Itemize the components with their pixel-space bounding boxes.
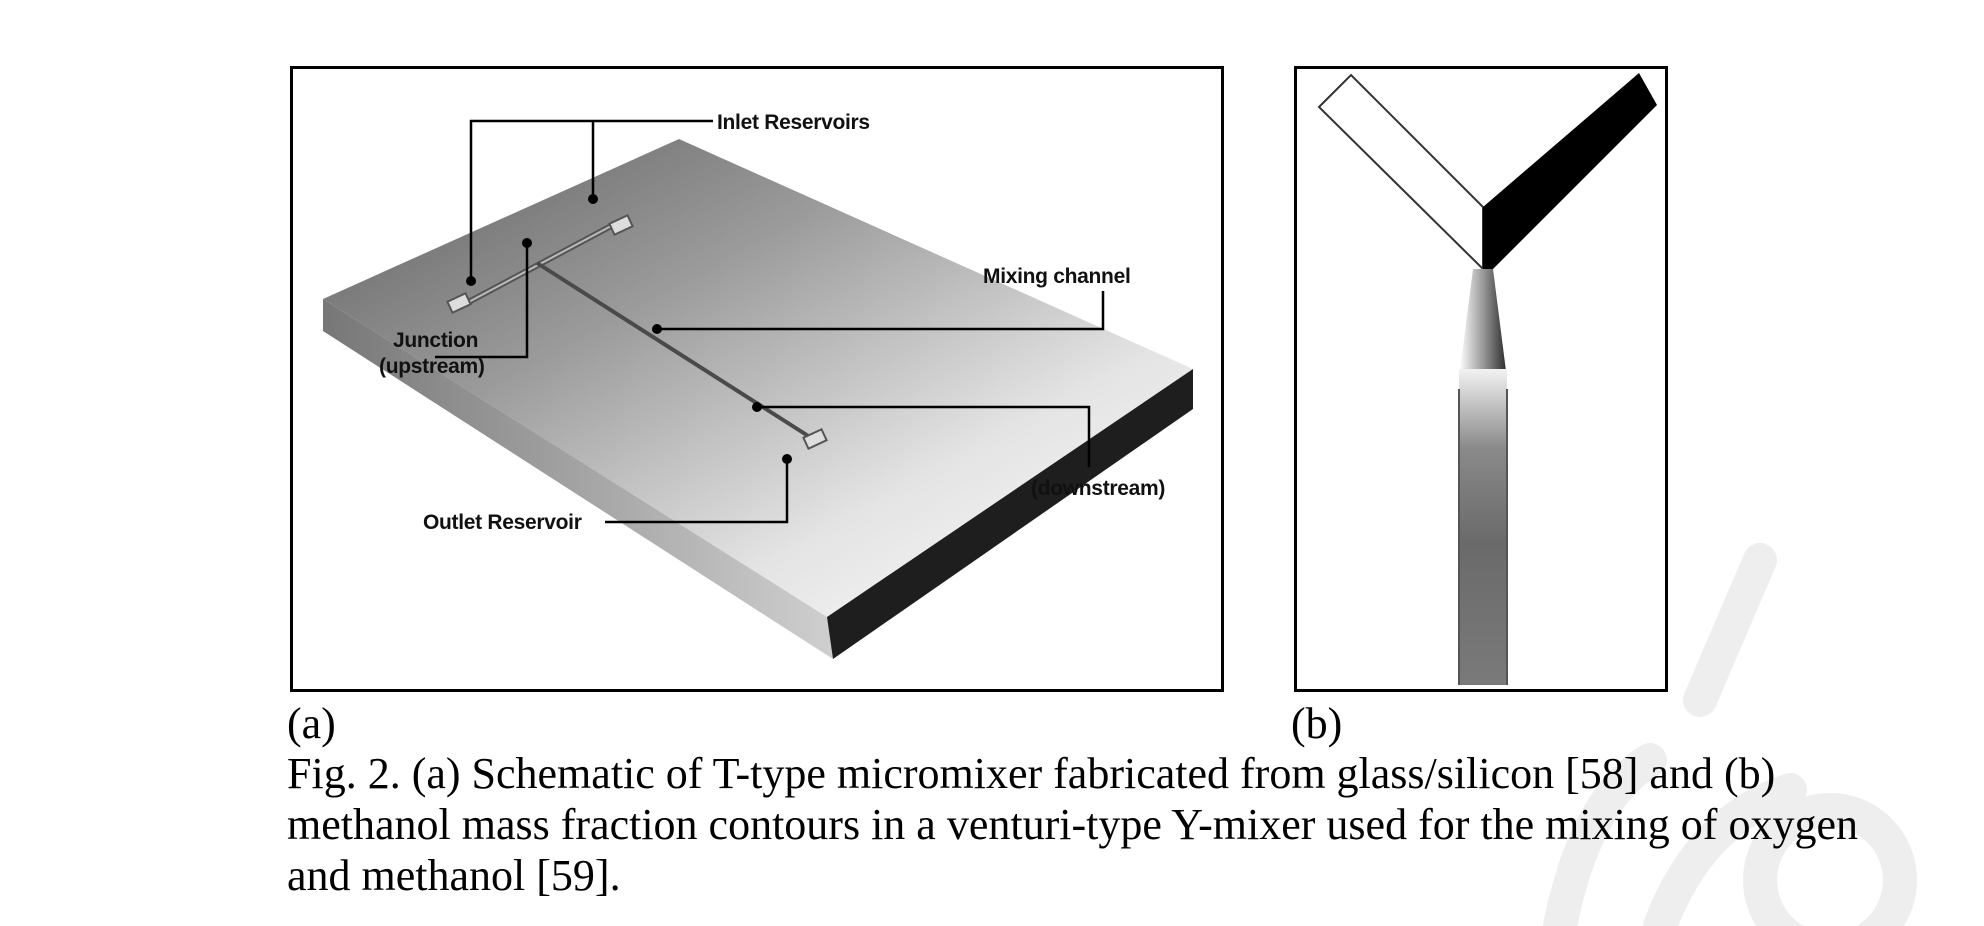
slab-side-face (827, 369, 1193, 659)
venturi-throat (1459, 269, 1507, 379)
inlet-reservoir-left (446, 292, 472, 314)
panel-b-label: (b) (1291, 699, 1343, 748)
inlet-reservoir-right (608, 214, 634, 236)
leader-dots (466, 194, 792, 464)
callout-outlet-reservoir: Outlet Reservoir (423, 511, 582, 534)
leader-lines (435, 119, 1105, 524)
outlet-reservoir (802, 428, 828, 450)
callout-mixing-channel: Mixing channel (983, 265, 1131, 288)
methanol-inlet-arm (1483, 73, 1657, 279)
panel-a-label: (a) (287, 699, 336, 748)
panel-b-y-mixer-contours (1294, 66, 1668, 692)
slab-front-face (323, 299, 833, 659)
callout-downstream: (downstream) (1031, 477, 1165, 500)
callout-junction: Junction (393, 329, 478, 352)
figure-caption: Fig. 2. (a) Schematic of T-type micromix… (287, 749, 1858, 900)
oxygen-inlet-arm (1317, 73, 1484, 272)
y-mixer-illustration (1317, 73, 1657, 685)
panel-a-micromixer-schematic: Inlet Reservoirs Mixing channel Junction… (290, 66, 1224, 692)
mixing-outlet-stem (1459, 369, 1507, 685)
mixing-channel (535, 261, 815, 441)
callout-junction-upstream: (upstream) (379, 355, 485, 378)
callout-inlet-reservoirs: Inlet Reservoirs (717, 111, 870, 134)
slab-top-face (323, 139, 1193, 617)
micromixer-illustration: Inlet Reservoirs Mixing channel Junction… (323, 111, 1193, 659)
